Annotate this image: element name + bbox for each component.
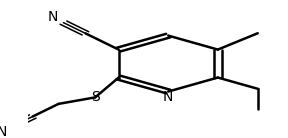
- Text: N: N: [163, 90, 173, 104]
- Text: N: N: [47, 10, 58, 24]
- Text: N: N: [0, 125, 7, 138]
- Text: S: S: [91, 90, 100, 104]
